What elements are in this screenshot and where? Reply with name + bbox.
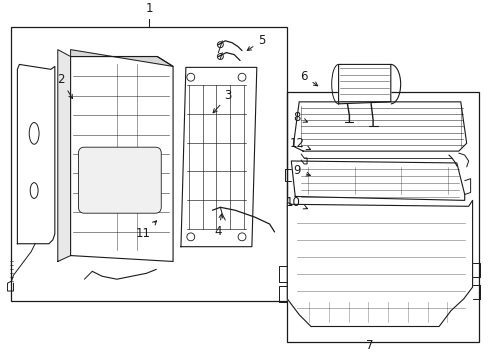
Text: 12: 12 [289, 137, 310, 150]
Text: 4: 4 [214, 214, 223, 238]
Text: 2: 2 [57, 73, 72, 99]
Text: 3: 3 [213, 89, 231, 113]
Polygon shape [58, 50, 70, 261]
Polygon shape [181, 67, 256, 247]
Polygon shape [70, 50, 173, 66]
Bar [11, 27, 287, 301]
Text: 1: 1 [145, 2, 153, 15]
Polygon shape [287, 201, 471, 327]
Text: 8: 8 [293, 111, 307, 124]
Bar [287, 92, 478, 342]
Text: 11: 11 [136, 221, 156, 240]
Polygon shape [293, 102, 466, 151]
Text: 10: 10 [285, 196, 307, 209]
Text: 6: 6 [300, 70, 317, 86]
Polygon shape [18, 64, 55, 244]
Text: 9: 9 [293, 164, 310, 177]
Text: 5: 5 [247, 34, 265, 50]
Polygon shape [291, 161, 464, 201]
FancyBboxPatch shape [78, 147, 161, 213]
Text: 7: 7 [366, 339, 373, 352]
Polygon shape [338, 64, 390, 104]
Polygon shape [70, 57, 173, 261]
